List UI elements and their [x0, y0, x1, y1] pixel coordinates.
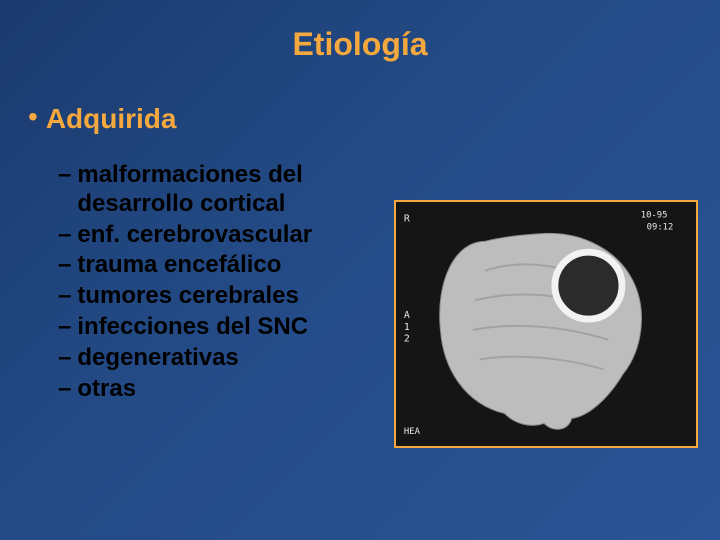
dash-icon: –: [58, 344, 71, 373]
dash-icon: –: [58, 251, 71, 280]
sub-bullet-text: infecciones del SNC: [77, 313, 378, 342]
dash-icon: –: [58, 282, 71, 311]
slide: Etiología • Adquirida –malformaciones de…: [0, 0, 720, 540]
dash-icon: –: [58, 375, 71, 404]
svg-text:HEA: HEA: [404, 427, 421, 437]
slide-title: Etiología: [0, 0, 720, 63]
svg-text:2: 2: [404, 334, 410, 345]
svg-text:10-95: 10-95: [641, 211, 668, 221]
bullet-level-1-text: Adquirida: [46, 103, 177, 135]
sub-bullet-text: malformaciones del desarrollo cortical: [77, 161, 378, 219]
bullet-level-1: • Adquirida: [0, 103, 720, 135]
bullet-marker-icon: •: [28, 103, 38, 131]
dash-icon: –: [58, 221, 71, 250]
sub-bullet-text: enf. cerebrovascular: [77, 221, 378, 250]
sub-bullet-item: –tumores cerebrales: [58, 282, 378, 311]
sub-bullet-item: –infecciones del SNC: [58, 313, 378, 342]
sub-bullet-text: trauma encefálico: [77, 251, 378, 280]
svg-text:1: 1: [404, 322, 410, 333]
sub-bullet-list: –malformaciones del desarrollo cortical–…: [0, 161, 378, 405]
sub-bullet-item: –trauma encefálico: [58, 251, 378, 280]
sub-bullet-item: –degenerativas: [58, 344, 378, 373]
svg-text:A: A: [404, 310, 410, 321]
dash-icon: –: [58, 161, 71, 219]
dash-icon: –: [58, 313, 71, 342]
svg-text:09:12: 09:12: [647, 223, 674, 233]
svg-text:R: R: [404, 214, 410, 225]
sub-bullet-text: otras: [77, 375, 378, 404]
sub-bullet-text: tumores cerebrales: [77, 282, 378, 311]
sub-bullet-item: –otras: [58, 375, 378, 404]
figure-brain-mri: R A 1 2 10-95 09:12 HEA: [394, 200, 698, 448]
brain-mri-image: R A 1 2 10-95 09:12 HEA: [396, 202, 696, 446]
sub-bullet-item: –malformaciones del desarrollo cortical: [58, 161, 378, 219]
sub-bullet-item: –enf. cerebrovascular: [58, 221, 378, 250]
sub-bullet-text: degenerativas: [77, 344, 378, 373]
